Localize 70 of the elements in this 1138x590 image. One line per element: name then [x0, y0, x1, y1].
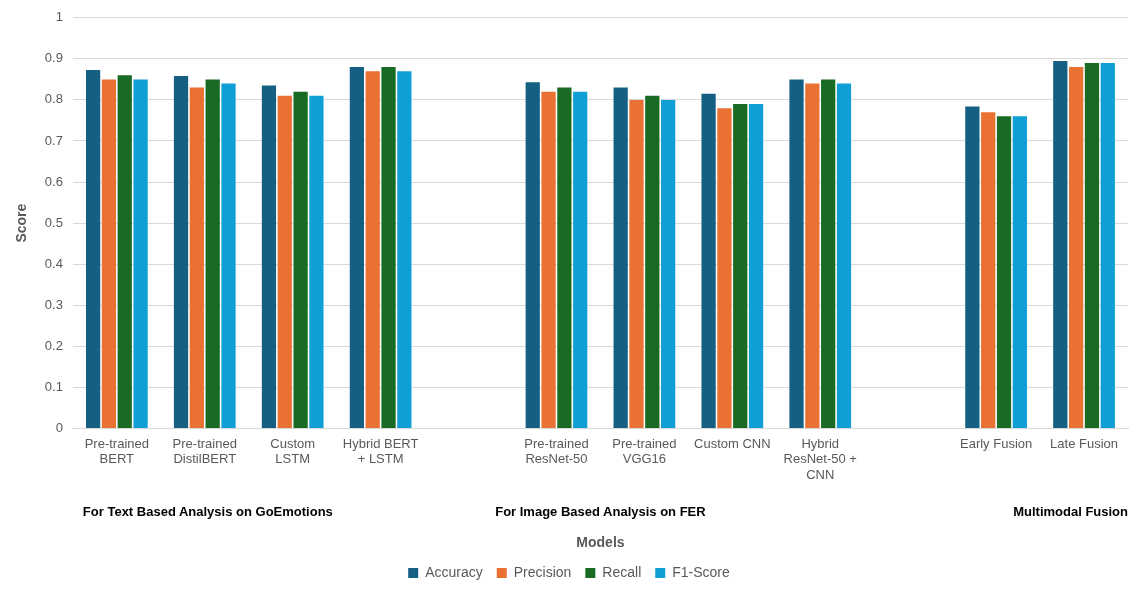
bar [221, 83, 236, 428]
bar [836, 83, 852, 428]
text: Multimodal Fusion [1013, 503, 1129, 519]
x-tick-label: Early Fusion [959, 435, 1033, 451]
bar [701, 93, 716, 428]
bar [293, 91, 308, 428]
y-tick-label: 0.5 [44, 214, 63, 230]
x-tick-label: Pre-trained VGG16 [612, 435, 677, 467]
bar [805, 83, 820, 428]
bar [557, 87, 572, 428]
legend-label: Recall [602, 563, 642, 580]
bar [85, 69, 101, 428]
bar [1069, 67, 1084, 428]
y-tick-label: 0.3 [44, 296, 63, 312]
legend-label: F1-Score [672, 563, 731, 580]
bar [1012, 116, 1027, 428]
y-tick-label: 0.2 [44, 337, 63, 353]
x-tick-label: Pre-trained DistilBERT [172, 435, 237, 467]
y-tick-label: 0.7 [44, 132, 63, 148]
y-axis-title: Score [13, 203, 30, 243]
bar [349, 67, 364, 428]
bar [1100, 62, 1115, 428]
bar [205, 79, 220, 428]
y-tick-label: 0.8 [44, 91, 63, 107]
y-tick-label: 0.1 [44, 378, 63, 394]
bar [381, 67, 396, 428]
x-tick-label: Late Fusion [1050, 435, 1119, 451]
bar [573, 91, 588, 428]
x-tick-label: Pre-trained BERT [84, 435, 149, 467]
bar [1084, 62, 1100, 428]
bar [645, 95, 660, 428]
bar [261, 85, 277, 428]
legend-label: Precision [513, 563, 572, 580]
y-tick-label: 0.9 [44, 50, 63, 66]
x-tick-label: Custom CNN [694, 435, 771, 451]
bar [397, 71, 412, 428]
bar [309, 95, 324, 428]
bar [133, 79, 148, 428]
y-tick-label: 0.4 [44, 255, 63, 271]
bar [981, 112, 996, 428]
x-axis-title: Models [576, 534, 625, 551]
legend-label: Accuracy [425, 563, 483, 580]
bar [525, 82, 540, 428]
bar [629, 99, 644, 428]
bar [821, 79, 836, 428]
x-tick-label: Hybrid ResNet-50 + CNN [783, 435, 857, 482]
y-tick-label: 1 [55, 9, 63, 25]
bar [733, 104, 748, 428]
bar [748, 104, 764, 428]
y-tick-label: 0.6 [44, 173, 63, 189]
x-tick-label: Pre-trained ResNet-50 [524, 435, 589, 467]
bar [173, 76, 189, 428]
bar [117, 75, 132, 428]
bar [661, 99, 676, 428]
bar [1053, 60, 1068, 428]
bar [541, 91, 556, 428]
bar [996, 116, 1012, 428]
bar [613, 87, 628, 428]
text: For Image Based Analysis on FER [495, 503, 707, 519]
bar [789, 79, 804, 428]
x-tick-label: Hybrid BERT + LSTM [342, 435, 419, 467]
y-tick-label: 0 [55, 419, 63, 435]
bar [717, 108, 732, 428]
bar [101, 79, 117, 428]
bar [365, 71, 380, 428]
bar [277, 95, 292, 428]
bar [965, 106, 980, 428]
bar [189, 87, 204, 428]
text: For Text Based Analysis on GoEmotions [82, 503, 333, 519]
x-tick-label: Custom LSTM [270, 435, 316, 467]
